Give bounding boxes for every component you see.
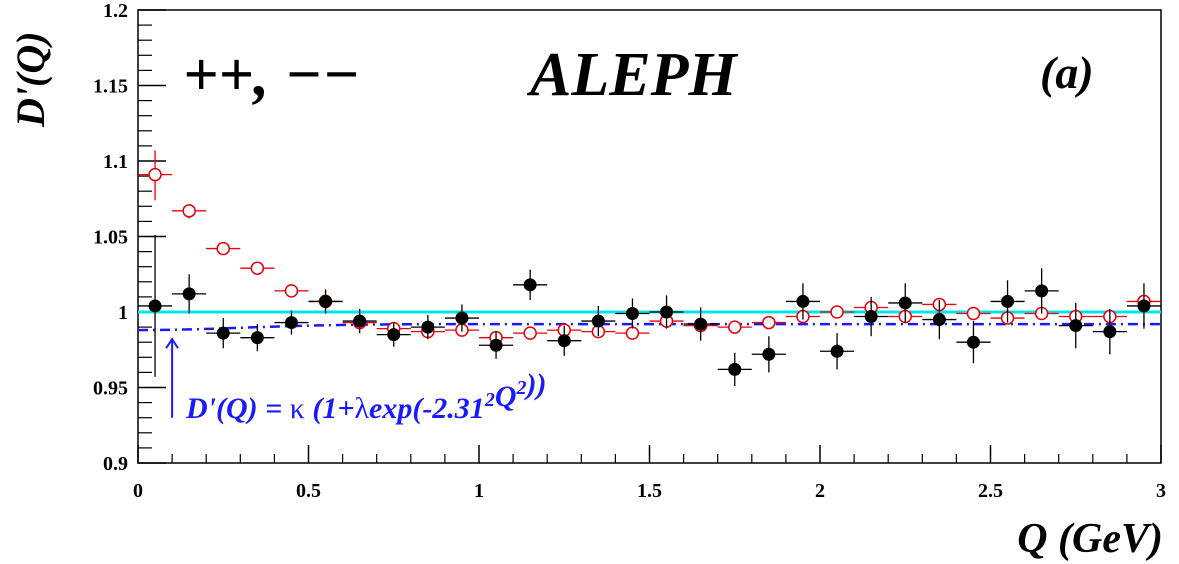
filled-point: [284, 316, 298, 330]
y-tick-label: 1: [118, 302, 128, 324]
charge-label: ++, −−: [183, 41, 360, 109]
filled-point: [694, 317, 708, 331]
filled-point: [319, 294, 333, 308]
filled-point: [148, 299, 162, 313]
filled-point: [762, 347, 776, 361]
filled-point: [796, 294, 810, 308]
y-tick-label: 0.95: [93, 378, 128, 400]
filled-point: [1103, 325, 1117, 339]
open-point: [830, 305, 844, 319]
x-tick-label: 1.5: [637, 480, 662, 502]
annotation-arrowhead: [165, 337, 179, 349]
open-point: [148, 167, 162, 182]
y-tick-label: 0.9: [103, 453, 128, 475]
open-point: [762, 315, 776, 330]
open-point: [182, 204, 196, 218]
open-point: [284, 284, 299, 298]
data-marks: [138, 150, 1161, 386]
open-point: [625, 326, 640, 340]
filled-point: [1069, 319, 1083, 333]
filled-point: [1035, 284, 1049, 298]
x-axis-label: Q (GeV): [1017, 516, 1163, 562]
filled-point: [966, 335, 980, 349]
filled-point: [557, 334, 571, 348]
filled-point: [250, 331, 264, 345]
x-tick-label: 0.5: [296, 480, 321, 502]
x-tick-label: 2.5: [978, 480, 1003, 502]
filled-point: [1001, 294, 1015, 308]
open-point: [216, 241, 230, 256]
chart-title: ALEPH: [526, 41, 738, 109]
x-tick-label: 2: [815, 480, 825, 502]
filled-point: [421, 320, 435, 334]
filled-point: [182, 287, 196, 301]
y-tick-label: 1.15: [93, 76, 128, 98]
filled-point: [523, 278, 537, 292]
filled-point: [728, 362, 742, 376]
y-tick-label: 1.05: [93, 227, 128, 249]
filled-point: [830, 344, 844, 358]
filled-point: [216, 326, 230, 340]
fit-annotation: D'(Q) = κ (1+λexp(-2.312Q2)): [185, 368, 546, 425]
y-tick-label: 1.1: [103, 151, 128, 173]
filled-point: [489, 338, 503, 352]
x-tick-label: 3: [1156, 480, 1166, 502]
filled-point: [625, 307, 639, 321]
y-tick-label: 1.2: [103, 0, 128, 22]
filled-point: [455, 311, 469, 325]
filled-point: [864, 310, 878, 324]
filled-point: [591, 314, 605, 328]
axis-ticks: 0 0.5 1 1.5 2 2.5 3 0.9 0.95 1 1.05 1.1 1.15 1.2: [93, 0, 1166, 502]
fit-curve: [138, 322, 1161, 332]
filled-point: [353, 314, 367, 328]
filled-point: [932, 313, 946, 327]
filled-point: [1137, 299, 1151, 313]
filled-point: [387, 328, 401, 342]
x-tick-label: 1: [474, 480, 484, 502]
open-point: [250, 261, 265, 275]
filled-point: [660, 305, 674, 319]
open-point: [966, 306, 981, 321]
filled-point: [898, 296, 912, 310]
y-axis-label: D'(Q): [8, 31, 53, 128]
panel-label: (a): [1040, 47, 1094, 98]
x-tick-label: 0: [133, 480, 143, 502]
open-point: [523, 326, 537, 340]
open-point: [728, 320, 742, 334]
